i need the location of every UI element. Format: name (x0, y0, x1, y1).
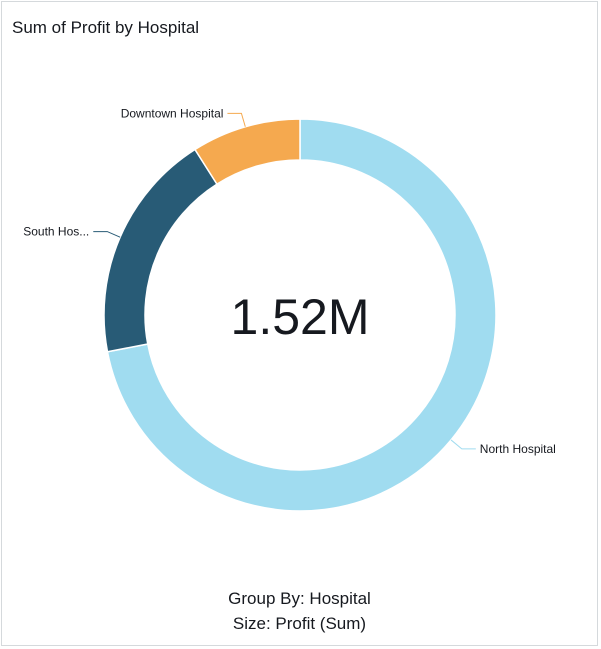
group-by-label: Group By: Hospital (228, 589, 371, 608)
leader-line-downtown-hospital (227, 112, 246, 127)
slice-label-north-hospital: North Hospital (480, 442, 556, 456)
labels-layer: North Hospital South Hos... Downtown Hospi… (23, 106, 556, 456)
center-total-label: 1.52M (231, 289, 370, 345)
slice-downtown-hospital[interactable] (193, 118, 301, 186)
slice-label-downtown-hospital: Downtown Hospital (121, 106, 224, 120)
slice-label-south-hospital: South Hos... (23, 225, 89, 239)
slice-north-hospital[interactable] (106, 118, 497, 512)
leader-line-north-hospital (450, 439, 476, 450)
slices-layer (103, 118, 497, 512)
leader-line-south-hospital (93, 231, 121, 238)
slice-south-hospital[interactable] (103, 148, 218, 353)
chart-title: Sum of Profit by Hospital (12, 18, 200, 37)
size-label: Size: Profit (Sum) (232, 614, 367, 633)
